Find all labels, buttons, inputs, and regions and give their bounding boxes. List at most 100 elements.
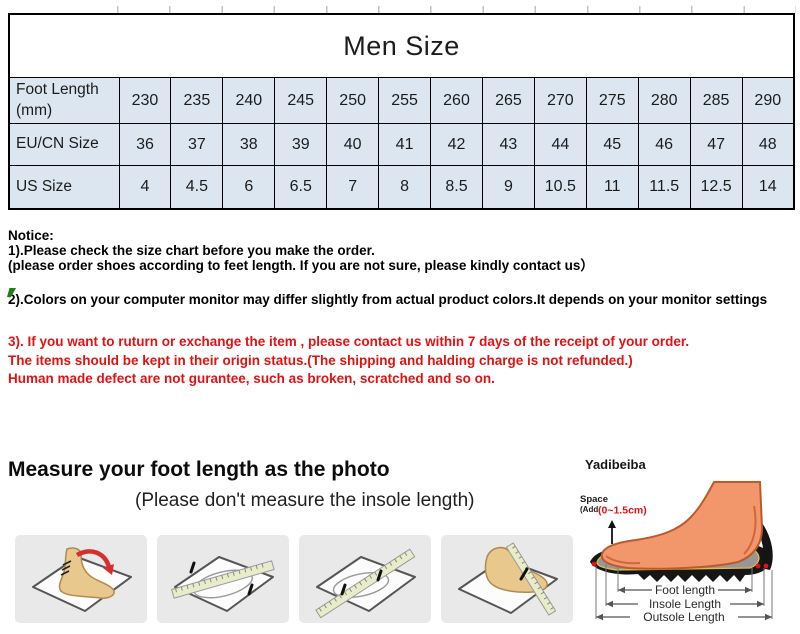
size-cell: 6 [222,165,276,209]
size-cell: 46 [637,123,691,166]
size-cell: 250 [326,77,380,124]
size-cell: 7 [326,165,380,209]
table-title-row: Men Size [8,13,795,78]
foot-length-dimension [618,586,752,594]
measure-step-4 [441,535,573,623]
size-cell: 11 [585,165,639,209]
toe-dot-icon [591,561,597,567]
table-row: EU/CN Size 36 37 38 39 40 41 42 43 44 45 46 47 48 [8,123,795,166]
measure-subheading: (Please don't measure the insole length) [135,490,475,511]
size-cell: 40 [326,123,380,166]
size-cell: 38 [222,123,276,166]
size-cell: 6.5 [274,165,328,209]
size-cell: 4.5 [170,165,224,209]
measure-step-2 [157,535,289,623]
size-cell: 8.5 [430,165,483,209]
measure-steps [15,535,573,623]
size-cell: 45 [585,123,639,166]
mark-icon [340,569,383,596]
size-cell: 265 [481,77,535,124]
row-header: Foot Length (mm) [8,77,120,124]
size-cell: 11.5 [637,165,691,209]
size-cell: 9 [481,165,535,209]
size-cell: 48 [741,123,795,166]
size-cell: 275 [585,77,639,124]
size-cell: 37 [170,123,224,166]
dimension-droplines [595,564,773,619]
brand-name: Yadibeiba [585,457,646,472]
return-policy-text: 3). If you want to ruturn or exchange th… [8,334,790,386]
foot-length-diagram: Space (Add (0~1.5cm) Foot length Insole … [580,481,773,624]
size-cell: 260 [430,77,483,124]
size-cell: 4 [118,165,172,209]
mark-icon [189,561,254,596]
table-row: Foot Length (mm) 230 235 240 245 250 255 260 265… [8,77,795,124]
size-cell: 42 [430,123,483,166]
foot-shading-icon [605,505,757,565]
measure-heading: Measure your foot length as the photo [8,458,390,481]
heel-dot-icon [755,563,761,569]
ruler-icon [505,542,557,616]
size-cell: 14 [741,165,795,209]
row-header: EU/CN Size [8,123,120,166]
size-cell: 270 [533,77,587,124]
foot-icon [600,481,764,570]
trace-arrowhead-icon [103,564,114,575]
size-cell: 41 [378,123,432,166]
size-cell: 47 [689,123,743,166]
size-cell: 39 [274,123,328,166]
foot-length-label: Foot length [655,583,715,597]
notice-block: Notice: 1).Please check the size chart b… [8,228,790,386]
notice-point2: 2).Colors on your computer monitor may d… [8,292,768,307]
ruler-icon [171,560,275,599]
table-title: Men Size [8,13,795,78]
return-policy-line: Human made defect are not gurantee, such… [8,371,495,386]
outsole-length-dimension [596,613,772,621]
size-table-body: Foot Length (mm) 230 235 240 245 250 255 260 265… [8,77,795,209]
measure-foot-illustration [458,542,558,616]
outsole-length-label: Outsole Length [643,610,724,624]
size-cell: 12.5 [689,165,743,209]
row-header: US Size [8,165,120,209]
insole-length-dimension [606,600,764,608]
return-policy-line: The items should be kept in their origin… [8,352,633,368]
size-cell: 255 [378,77,432,124]
measure-step-3 [299,535,431,623]
measure-outline-illustration [171,556,275,612]
space-add-label: (Add [580,505,598,514]
foot-outline-icon [332,572,390,598]
spreadsheet-gridline-ticks [117,6,796,13]
space-arrow-icon [608,520,616,544]
stand-on-paper-illustration [32,547,132,612]
mark-icon [519,567,529,581]
size-cell: 43 [481,123,535,166]
heel-dot-icon [763,563,769,569]
size-cell: 10.5 [533,165,587,209]
space-value-label: (0~1.5cm) [598,505,647,517]
size-cell: 240 [222,77,276,124]
trace-arrow-icon [75,549,112,568]
notice-point1-sub: (please order shoes according to feet le… [8,258,594,273]
size-cell: 285 [689,77,743,124]
space-label: Space [580,494,608,505]
ankle-marks-icon [60,560,72,576]
measure-step-1 [15,535,147,623]
cell-flag-icon [7,288,16,297]
size-cell: 44 [533,123,587,166]
size-cell: 230 [118,77,172,124]
size-cell: 235 [170,77,224,124]
notice-point1: 1).Please check the size chart before yo… [8,243,375,258]
measure-outline-illustration [315,548,416,619]
size-cell: 290 [741,77,795,124]
heel-strap-icon [753,520,773,570]
size-cell: 280 [637,77,691,124]
size-cell: 36 [118,123,172,166]
notice-heading: Notice: [8,228,54,243]
return-policy-line: 3). If you want to ruturn or exchange th… [8,334,690,349]
table-row: US Size 4 4.5 6 6.5 7 8 8.5 9 10.5 11 11.5 12.5 14 [8,165,795,209]
size-cell: 245 [274,77,328,124]
size-cell: 8 [378,165,432,209]
insole-length-label: Insole Length [649,597,721,611]
men-size-table: Men Size Foot Length (mm) 230 235 240 245 250… [8,13,795,210]
